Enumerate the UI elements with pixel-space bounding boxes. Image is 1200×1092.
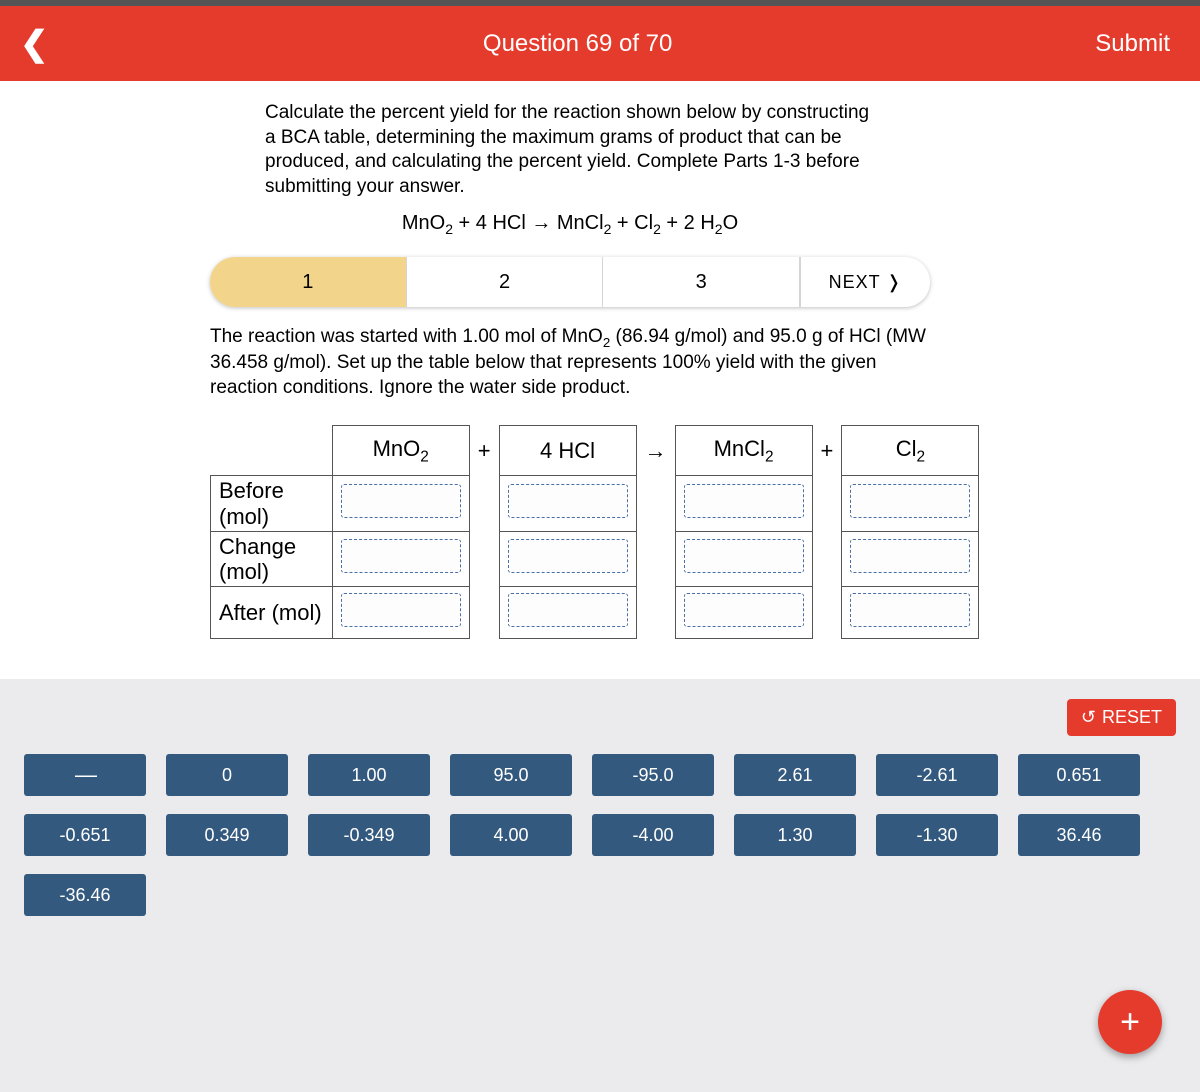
col-header-mno2: MnO2 — [332, 426, 469, 476]
reset-label: RESET — [1102, 707, 1162, 728]
back-icon[interactable]: ❮ — [20, 24, 60, 64]
slot-after-cl2[interactable] — [842, 587, 979, 639]
answer-tile[interactable]: -0.651 — [24, 814, 146, 856]
step-tab-2[interactable]: 2 — [407, 257, 604, 307]
answer-tile[interactable] — [24, 754, 146, 796]
slot-before-hcl[interactable] — [499, 476, 636, 532]
slot-change-mncl2[interactable] — [675, 531, 812, 587]
answer-tile[interactable]: 4.00 — [450, 814, 572, 856]
answer-tile[interactable]: 1.30 — [734, 814, 856, 856]
question-panel: Calculate the percent yield for the reac… — [0, 81, 1200, 679]
slot-after-mno2[interactable] — [332, 587, 469, 639]
answer-tile[interactable]: 36.46 — [1018, 814, 1140, 856]
col-header-hcl: 4 HCl — [499, 426, 636, 476]
answer-tile[interactable]: -95.0 — [592, 754, 714, 796]
slot-change-mno2[interactable] — [332, 531, 469, 587]
answer-tile[interactable]: 2.61 — [734, 754, 856, 796]
step-navigator: 1 2 3 NEXT ❭ — [210, 257, 930, 307]
row-label-change: Change(mol) — [211, 531, 333, 587]
answer-tile[interactable]: -0.349 — [308, 814, 430, 856]
row-label-before: Before(mol) — [211, 476, 333, 532]
table-corner — [211, 426, 333, 476]
answer-tile[interactable]: 1.00 — [308, 754, 430, 796]
app-header: ❮ Question 69 of 70 Submit — [0, 6, 1200, 81]
tile-grid: 01.0095.0-95.02.61-2.610.651-0.6510.349-… — [24, 754, 1176, 916]
col-header-cl2: Cl2 — [842, 426, 979, 476]
slot-after-hcl[interactable] — [499, 587, 636, 639]
slot-change-hcl[interactable] — [499, 531, 636, 587]
fab-add-button[interactable]: + — [1098, 990, 1162, 1054]
submit-button[interactable]: Submit — [1095, 30, 1170, 58]
step-tab-3[interactable]: 3 — [603, 257, 800, 307]
bca-table: MnO2 + 4 HCl → MnCl2 + Cl2 Before(mol) C… — [210, 425, 979, 639]
op-plus-2: + — [812, 426, 842, 476]
main-instructions: Calculate the percent yield for the reac… — [265, 101, 880, 200]
answer-tile[interactable]: 95.0 — [450, 754, 572, 796]
undo-icon: ↺ — [1081, 707, 1096, 728]
op-arrow: → — [636, 426, 675, 476]
page-title: Question 69 of 70 — [60, 30, 1095, 58]
slot-before-mncl2[interactable] — [675, 476, 812, 532]
slot-before-mno2[interactable] — [332, 476, 469, 532]
sub-instructions: The reaction was started with 1.00 mol o… — [210, 325, 930, 400]
slot-after-mncl2[interactable] — [675, 587, 812, 639]
answer-tile[interactable]: -2.61 — [876, 754, 998, 796]
step-tab-1[interactable]: 1 — [210, 257, 407, 307]
answer-tile[interactable]: -36.46 — [24, 874, 146, 916]
op-plus-1: + — [469, 426, 499, 476]
slot-before-cl2[interactable] — [842, 476, 979, 532]
step-next-button[interactable]: NEXT ❭ — [800, 257, 930, 307]
answer-tile-area: ↺ RESET 0 1.00 95.0 -95.0 2.61 -2.61 0.651 -0.6… — [0, 679, 1200, 916]
answer-tile[interactable]: -4.00 — [592, 814, 714, 856]
answer-tile[interactable]: 0.651 — [1018, 754, 1140, 796]
answer-tile[interactable]: -1.30 — [876, 814, 998, 856]
answer-tile[interactable]: 0 — [166, 754, 288, 796]
row-label-after: After (mol) — [211, 587, 333, 639]
reset-button[interactable]: ↺ RESET — [1067, 699, 1176, 736]
slot-change-cl2[interactable] — [842, 531, 979, 587]
reaction-equation: MnO2 + 4 HCl → MnCl2 + Cl2 + 2 H2O — [210, 212, 930, 237]
col-header-mncl2: MnCl2 — [675, 426, 812, 476]
answer-tile[interactable]: 0.349 — [166, 814, 288, 856]
